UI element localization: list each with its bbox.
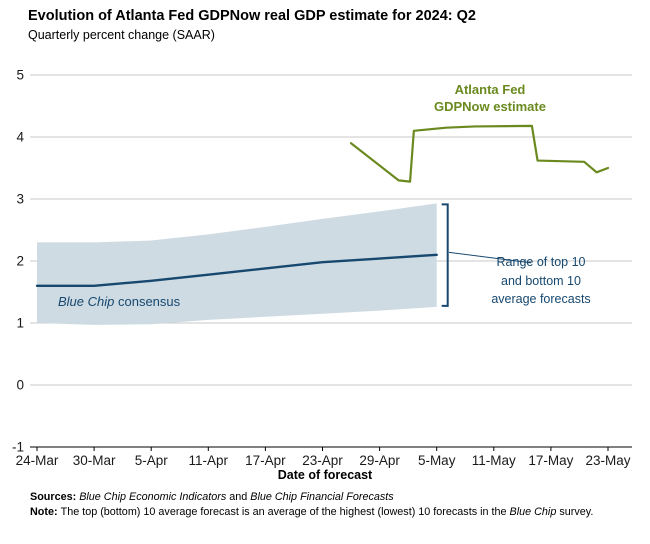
svg-text:30-Mar: 30-Mar bbox=[73, 453, 116, 468]
gdpnow-chart-page: Evolution of Atlanta Fed GDPNow real GDP… bbox=[0, 0, 650, 519]
svg-text:5-Apr: 5-Apr bbox=[135, 453, 169, 468]
sources-conjunction: and bbox=[226, 491, 251, 503]
note-label: Note: bbox=[30, 505, 61, 518]
svg-text:2: 2 bbox=[16, 254, 24, 269]
svg-text:1: 1 bbox=[16, 316, 24, 331]
svg-text:23-May: 23-May bbox=[585, 453, 630, 468]
gdpnow-series-label-line1: Atlanta Fed bbox=[454, 82, 526, 97]
note-text-post: survey. bbox=[556, 505, 594, 518]
svg-text:11-May: 11-May bbox=[472, 453, 516, 468]
note-text-pre: The top (bottom) 10 average forecast is … bbox=[60, 505, 510, 518]
range-annotation-line1: Range of top 10 bbox=[496, 255, 586, 269]
range-annotation-label: Range of top 10 and bottom 10 average fo… bbox=[478, 253, 604, 309]
svg-text:17-May: 17-May bbox=[528, 453, 573, 468]
svg-text:24-Mar: 24-Mar bbox=[16, 453, 59, 468]
svg-text:29-Apr: 29-Apr bbox=[359, 453, 400, 468]
gdp-forecast-line-chart: 5 4 3 2 1 0 -124-Mar 30-Mar 5-Apr 11-Apr 17-Apr 23-… bbox=[12, 68, 632, 468]
bluechip-series-label-italic: Blue Chip bbox=[58, 294, 115, 309]
chart-subtitle: Quarterly percent change (SAAR) bbox=[28, 28, 215, 42]
sources-label: Sources: bbox=[30, 491, 80, 503]
sources-line: Sources: Blue Chip Economic Indicators a… bbox=[30, 491, 644, 505]
range-annotation-line2: and bottom 10 bbox=[501, 273, 581, 288]
svg-text:17-Apr: 17-Apr bbox=[245, 453, 286, 468]
svg-text:5-May: 5-May bbox=[418, 453, 456, 468]
svg-text:4: 4 bbox=[16, 130, 24, 145]
gdpnow-series-label-line2: GDPNow estimate bbox=[434, 99, 546, 114]
svg-text:3: 3 bbox=[16, 192, 24, 207]
note-line: Note: The top (bottom) 10 average foreca… bbox=[30, 506, 642, 520]
source-1: Blue Chip Economic Indicators bbox=[79, 491, 227, 503]
source-2: Blue Chip Financial Forecasts bbox=[250, 491, 394, 503]
bluechip-series-label-rest: consensus bbox=[114, 294, 181, 309]
svg-text:-1: -1 bbox=[12, 440, 24, 455]
chart-title: Evolution of Atlanta Fed GDPNow real GDP… bbox=[28, 8, 476, 24]
gdpnow-series-label: Atlanta Fed GDPNow estimate bbox=[400, 81, 580, 115]
x-axis-label: Date of forecast bbox=[277, 468, 373, 482]
svg-text:0: 0 bbox=[16, 378, 24, 393]
chart-footer: Sources: Blue Chip Economic Indicators a… bbox=[0, 487, 650, 519]
chart-header: Evolution of Atlanta Fed GDPNow real GDP… bbox=[0, 0, 650, 55]
svg-text:11-Apr: 11-Apr bbox=[189, 453, 229, 468]
svg-text:23-Apr: 23-Apr bbox=[302, 453, 343, 468]
svg-text:5: 5 bbox=[16, 68, 24, 83]
bluechip-series-label: Blue Chip consensus bbox=[58, 294, 180, 309]
note-italic: Blue Chip bbox=[509, 505, 557, 518]
range-annotation-line3: average forecasts bbox=[491, 292, 591, 306]
chart-area: 5 4 3 2 1 0 -1 24-Mar 30-Mar 5-Apr 11-Apr 17-Apr 23-… bbox=[0, 55, 650, 487]
